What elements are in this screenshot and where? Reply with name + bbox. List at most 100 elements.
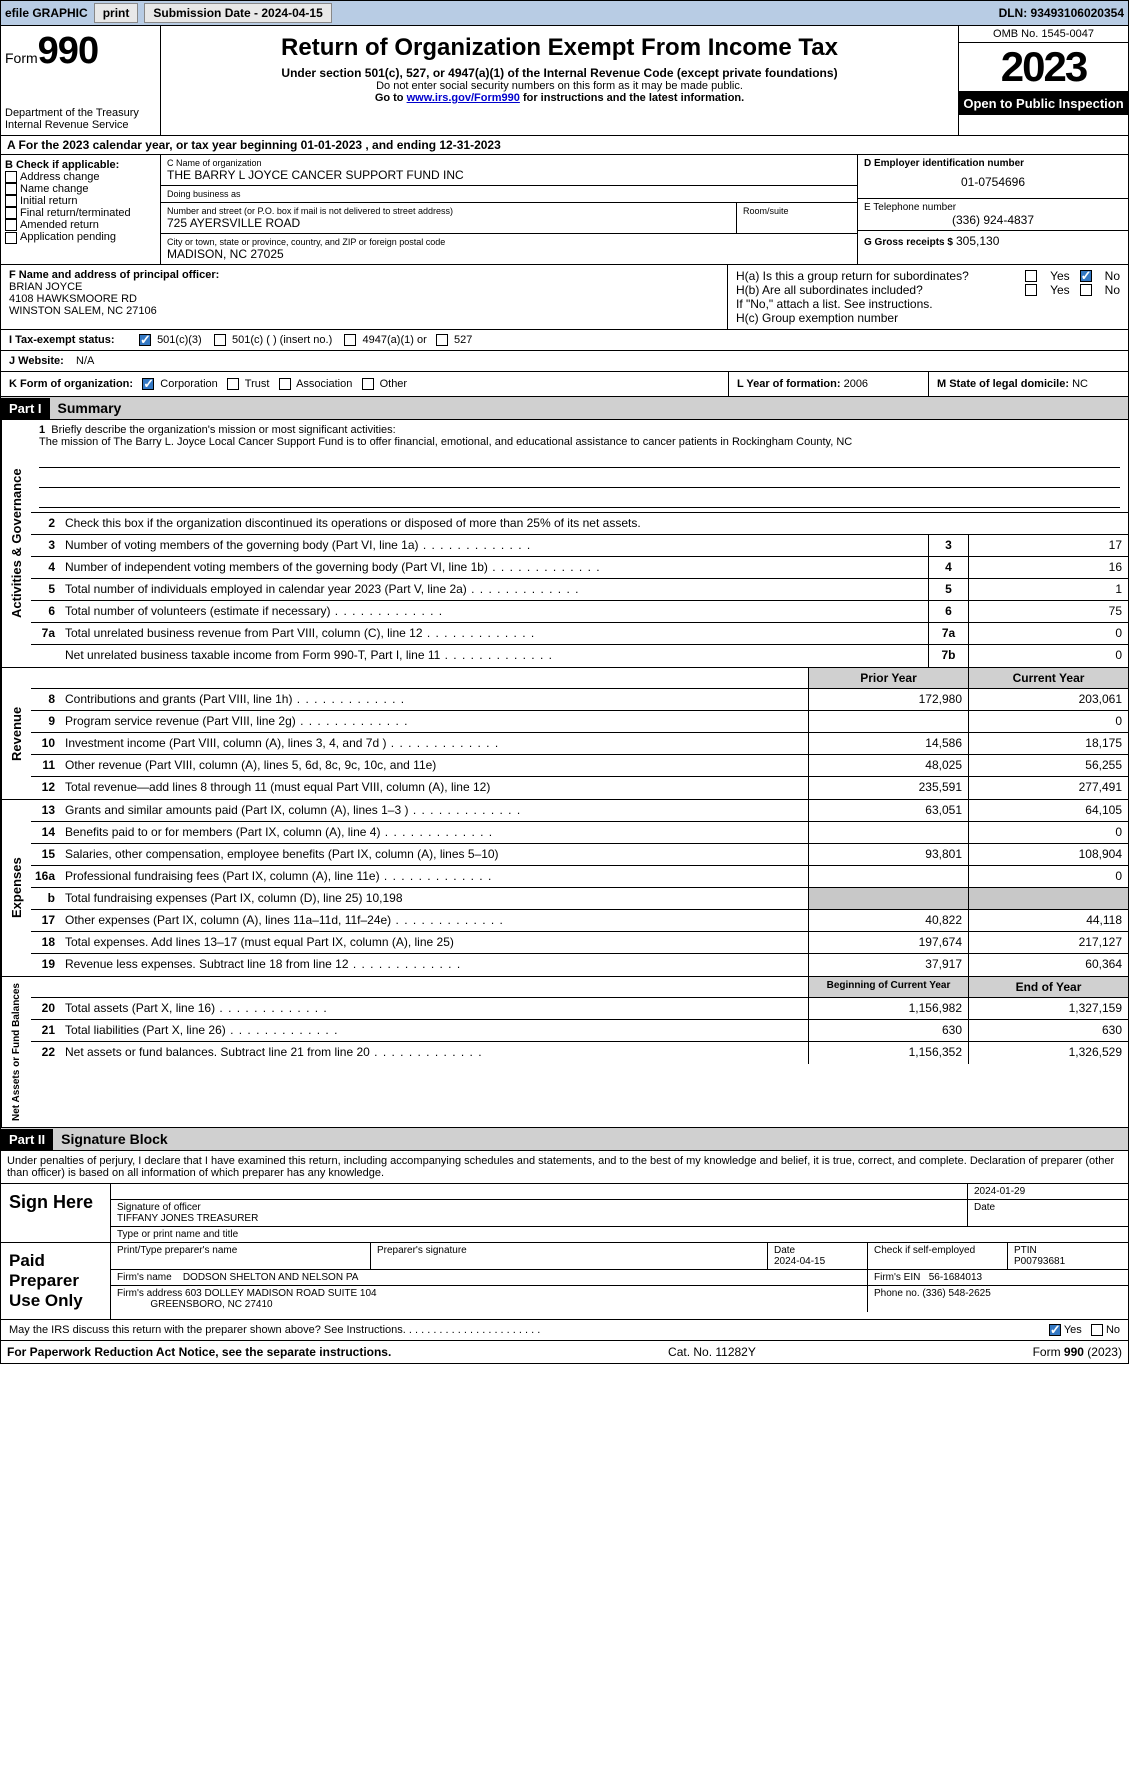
part1-header: Part I Summary (0, 397, 1129, 420)
vtab-net: Net Assets or Fund Balances (1, 977, 31, 1127)
chk-amended[interactable] (5, 219, 17, 231)
line-19: Revenue less expenses. Subtract line 18 … (61, 954, 808, 976)
line-2: Check this box if the organization disco… (61, 513, 1128, 534)
chk-trust[interactable] (227, 378, 239, 390)
chk-other[interactable] (362, 378, 374, 390)
line-12: Total revenue—add lines 8 through 11 (mu… (61, 777, 808, 799)
prep-date: 2024-04-15 (774, 1256, 825, 1267)
sign-here-section: Sign Here 2024-01-29 Signature of office… (0, 1184, 1129, 1243)
line-21: Total liabilities (Part X, line 26) (61, 1020, 808, 1041)
tax-status-opts: 501(c)(3) 501(c) ( ) (insert no.) 4947(a… (131, 330, 1128, 350)
val-6: 75 (968, 601, 1128, 622)
chk-assoc[interactable] (279, 378, 291, 390)
hdr-prior: Prior Year (808, 668, 968, 688)
b-label: B Check if applicable: (5, 159, 156, 171)
chk-ha-no[interactable] (1080, 270, 1092, 282)
chk-4947[interactable] (344, 334, 356, 346)
chk-address-change[interactable] (5, 171, 17, 183)
discuss-label: May the IRS discuss this return with the… (9, 1324, 540, 1336)
part2-header: Part II Signature Block (0, 1128, 1129, 1151)
chk-501c3[interactable] (139, 334, 151, 346)
chk-final-return[interactable] (5, 207, 17, 219)
vtab-rev: Revenue (1, 668, 31, 799)
open-inspection: Open to Public Inspection (959, 92, 1128, 115)
firm-ein: 56-1684013 (929, 1272, 982, 1283)
chk-hb-no[interactable] (1080, 284, 1092, 296)
form-subtitle: Under section 501(c), 527, or 4947(a)(1)… (167, 66, 952, 80)
chk-name-change[interactable] (5, 183, 17, 195)
val-7a: 0 (968, 623, 1128, 644)
line-4: Number of independent voting members of … (61, 557, 928, 578)
line-5: Total number of individuals employed in … (61, 579, 928, 600)
chk-discuss-yes[interactable] (1049, 1324, 1061, 1336)
firm-phone: (336) 548-2625 (922, 1288, 990, 1299)
col-c: C Name of organization THE BARRY L JOYCE… (161, 155, 858, 264)
val-7b: 0 (968, 645, 1128, 667)
line-15: Salaries, other compensation, employee b… (61, 844, 808, 865)
activities-governance: Activities & Governance 1 Briefly descri… (0, 420, 1129, 668)
phone-label: E Telephone number (864, 202, 1122, 213)
part1-title: Summary (50, 397, 130, 419)
form-number: Form990 (5, 30, 156, 73)
mission-text: The mission of The Barry L. Joyce Local … (39, 436, 852, 448)
section-klm: K Form of organization: Corporation Trus… (0, 372, 1129, 397)
form-header: Form990 Department of the Treasury Inter… (0, 26, 1129, 136)
chk-527[interactable] (436, 334, 448, 346)
prep-name-label: Print/Type preparer's name (111, 1243, 371, 1269)
part2-tag: Part II (1, 1129, 53, 1150)
chk-ha-yes[interactable] (1025, 270, 1037, 282)
paid-preparer-label: Paid Preparer Use Only (1, 1243, 111, 1319)
top-bar: efile GRAPHIC print Submission Date - 20… (0, 0, 1129, 26)
officer-name-title: TIFFANY JONES TREASURER (117, 1213, 258, 1224)
form-footer: Form 990 (2023) (1033, 1345, 1122, 1359)
line-a: A For the 2023 calendar year, or tax yea… (0, 136, 1129, 155)
i-label: I Tax-exempt status: (1, 330, 131, 350)
officer-addr2: WINSTON SALEM, NC 27106 (9, 305, 719, 317)
perjury-text: Under penalties of perjury, I declare th… (0, 1151, 1129, 1184)
chk-initial-return[interactable] (5, 195, 17, 207)
vtab-ag: Activities & Governance (1, 420, 31, 667)
city-label: City or town, state or province, country… (167, 237, 851, 247)
prep-sig-label: Preparer's signature (371, 1243, 768, 1269)
line-8: Contributions and grants (Part VIII, lin… (61, 689, 808, 710)
j-label: J Website: (9, 355, 64, 367)
line-3: Number of voting members of the governin… (61, 535, 928, 556)
ssn-note: Do not enter social security numbers on … (167, 80, 952, 92)
website-value: N/A (76, 355, 94, 367)
chk-corp[interactable] (142, 378, 154, 390)
line-16a: Professional fundraising fees (Part IX, … (61, 866, 808, 887)
col-d: D Employer identification number 01-0754… (858, 155, 1128, 264)
hdr-curr: Current Year (968, 668, 1128, 688)
sig-officer-label: Signature of officer (117, 1202, 201, 1213)
line-10: Investment income (Part VIII, column (A)… (61, 733, 808, 754)
chk-discuss-no[interactable] (1091, 1324, 1103, 1336)
vtab-exp: Expenses (1, 800, 31, 976)
val-3: 17 (968, 535, 1128, 556)
print-button[interactable]: print (94, 3, 139, 23)
line-9: Program service revenue (Part VIII, line… (61, 711, 808, 732)
c-name-label: C Name of organization (167, 158, 851, 168)
section-ij: I Tax-exempt status: 501(c)(3) 501(c) ( … (0, 330, 1129, 351)
efile-label: efile GRAPHIC (5, 6, 88, 20)
chk-hb-yes[interactable] (1025, 284, 1037, 296)
hb-note: If "No," attach a list. See instructions… (736, 297, 1120, 311)
type-name-label: Type or print name and title (111, 1227, 1128, 1242)
line-22: Net assets or fund balances. Subtract li… (61, 1042, 808, 1064)
cat-no: Cat. No. 11282Y (668, 1345, 756, 1359)
omb-number: OMB No. 1545-0047 (959, 26, 1128, 43)
irs-link[interactable]: www.irs.gov/Form990 (407, 92, 520, 104)
line-1: 1 Briefly describe the organization's mi… (31, 420, 1128, 513)
officer-name: BRIAN JOYCE (9, 281, 719, 293)
chk-app-pending[interactable] (5, 232, 17, 244)
line-17: Other expenses (Part IX, column (A), lin… (61, 910, 808, 931)
chk-501c[interactable] (214, 334, 226, 346)
line-18: Total expenses. Add lines 13–17 (must eq… (61, 932, 808, 953)
phone-value: (336) 924-4837 (864, 213, 1122, 227)
val-4: 16 (968, 557, 1128, 578)
line-14: Benefits paid to or for members (Part IX… (61, 822, 808, 843)
section-bcdeg: B Check if applicable: Address change Na… (0, 155, 1129, 265)
sign-here-label: Sign Here (1, 1184, 111, 1242)
firm-name: DODSON SHELTON AND NELSON PA (183, 1272, 359, 1283)
net-assets-section: Net Assets or Fund Balances Beginning of… (0, 977, 1129, 1128)
addr-label: Number and street (or P.O. box if mail i… (167, 206, 730, 216)
